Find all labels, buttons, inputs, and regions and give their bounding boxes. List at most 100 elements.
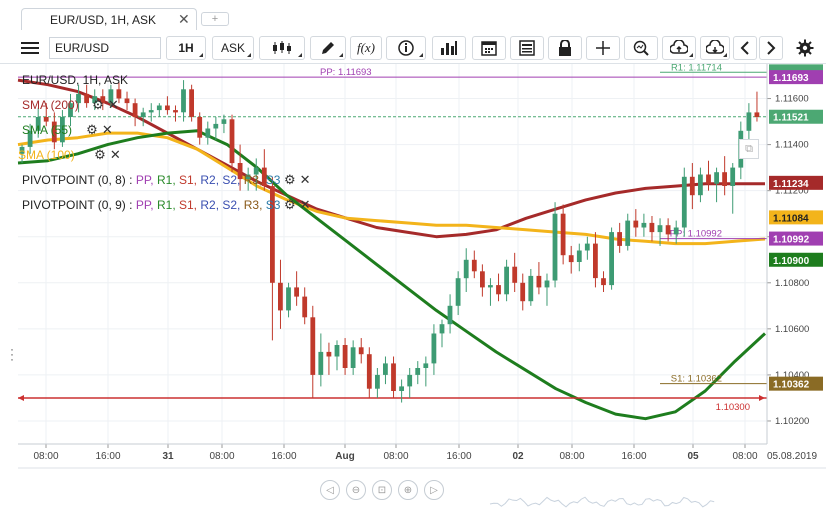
candle-body: [286, 287, 291, 311]
navigator-series: [489, 496, 715, 508]
pivot1-settings-gear-icon[interactable]: ⚙: [283, 172, 296, 187]
zoom-in-button[interactable]: ⊕: [398, 480, 418, 500]
pivot-legend-item: R3,: [243, 173, 266, 187]
s1-tag-text: 1.10362: [773, 380, 810, 391]
crosshair-button[interactable]: [586, 36, 620, 60]
last-price-tag-text: 1.11521: [773, 113, 809, 124]
sma100-settings-gear-icon[interactable]: ⚙: [94, 147, 106, 162]
candle-body: [681, 176, 687, 228]
sma55-settings-gear-icon[interactable]: ⚙: [86, 122, 98, 137]
drag-handle[interactable]: · · ·: [10, 342, 14, 366]
bar-chart-icon: [441, 41, 457, 55]
candle-body: [665, 225, 671, 235]
pan-left-button[interactable]: ◁: [320, 480, 340, 500]
pp-tag-text: 1.10992: [773, 235, 810, 246]
pp-label: PP: 1.10992: [670, 229, 722, 240]
chevron-right-icon: [767, 41, 776, 55]
sma200-label: SMA (200): [22, 98, 79, 112]
candle-body: [19, 146, 25, 154]
y-tick-label: 1.11400: [775, 140, 809, 151]
sma200-settings-gear-icon[interactable]: ⚙: [92, 97, 104, 112]
x-tick-label: 16:00: [95, 451, 120, 462]
sma100-line: [17, 131, 766, 246]
support-label: 1.10300: [716, 402, 750, 413]
fx-label: f(x): [356, 40, 376, 55]
candle-body: [43, 117, 49, 122]
chart-area[interactable]: PP: 1.11693 R1: 1.11714 PP: 1.10992 S1: 1.1…: [0, 64, 826, 513]
candle-body: [439, 324, 445, 334]
price-side-label: ASK: [220, 41, 245, 55]
candle-body: [27, 130, 33, 147]
scroll-right-button[interactable]: [759, 36, 783, 60]
sma200-tag: [769, 175, 823, 190]
x-tick-label: 08:00: [732, 451, 757, 462]
sma55-line: [17, 129, 767, 421]
candle-body: [165, 105, 170, 111]
lock-button[interactable]: [548, 36, 582, 60]
legend-main: EUR/USD, 1H, ASK: [22, 73, 129, 87]
pp-tag: [769, 231, 823, 246]
chart-type-button[interactable]: [259, 36, 305, 60]
candle-body: [576, 250, 582, 262]
sma100-tag-text: 1.11084: [773, 213, 809, 224]
calendar-button[interactable]: [472, 36, 506, 60]
price-chart[interactable]: PP: 1.11693 R1: 1.11714 PP: 1.10992 S1: 1.1…: [0, 64, 826, 513]
x-tick-label: 05.08.2019: [767, 451, 817, 462]
scroll-left-button[interactable]: [733, 36, 757, 60]
x-tick-label: 16:00: [621, 451, 646, 462]
candle-body: [270, 186, 275, 283]
candle-body: [173, 110, 178, 113]
candle-body: [108, 89, 114, 104]
legend-sma200: SMA (200) ⚙ ✕: [22, 97, 119, 113]
pivot1-items: PP, R1, S1, R2, S2, R3, S3: [136, 173, 284, 187]
candle-body: [148, 110, 154, 113]
candle-body: [633, 220, 639, 228]
x-tick-label: 31: [162, 451, 174, 462]
copy-icon[interactable]: ⧉: [739, 139, 759, 159]
x-tick-label: Aug: [335, 451, 354, 462]
download-button[interactable]: [700, 36, 730, 60]
tab-bar: EUR/USD, 1H, ASK ✕ +: [0, 0, 826, 32]
settings-button[interactable]: [792, 36, 818, 60]
pivot2-remove-close-icon[interactable]: ✕: [299, 197, 311, 212]
magnifier-icon: [633, 40, 649, 56]
data-table-button[interactable]: [510, 36, 544, 60]
info-button[interactable]: [386, 36, 426, 60]
symbol-input[interactable]: [49, 37, 161, 59]
pan-right-button[interactable]: ▷: [424, 480, 444, 500]
candle-body: [100, 96, 106, 104]
draw-tool-button[interactable]: [310, 36, 346, 60]
reset-zoom-button[interactable]: ⊡: [372, 480, 392, 500]
menu-icon[interactable]: [16, 36, 44, 60]
candle-body: [488, 285, 493, 288]
zoom-out-button[interactable]: ⊖: [346, 480, 366, 500]
cloud-upload-icon: [670, 40, 688, 54]
candle-body: [391, 363, 396, 391]
candle-body: [706, 174, 711, 184]
sma100-remove-close-icon[interactable]: ✕: [109, 147, 121, 162]
volume-button[interactable]: [432, 36, 466, 60]
candle-body: [116, 89, 122, 99]
chart-tab[interactable]: EUR/USD, 1H, ASK ✕: [21, 8, 197, 30]
upload-button[interactable]: [662, 36, 696, 60]
interval-label: 1H: [178, 41, 194, 55]
indicators-button[interactable]: f(x): [350, 36, 382, 60]
interval-select[interactable]: 1H: [166, 36, 206, 60]
pivot1-remove-close-icon[interactable]: ✕: [299, 172, 311, 187]
candle-body: [584, 243, 590, 251]
candle-body: [455, 278, 461, 306]
candle-body: [318, 351, 324, 375]
add-tab-button[interactable]: +: [201, 12, 229, 26]
close-icon[interactable]: ✕: [178, 11, 190, 27]
sma55-remove-close-icon[interactable]: ✕: [101, 122, 113, 137]
zoom-button[interactable]: [624, 36, 658, 60]
support-arrow-left: [18, 394, 24, 401]
candle-body: [124, 98, 130, 104]
candle-body: [746, 112, 752, 131]
price-side-select[interactable]: ASK: [212, 36, 254, 60]
pivot-legend-item: R1,: [156, 198, 179, 212]
sma200-remove-close-icon[interactable]: ✕: [107, 97, 119, 112]
x-tick-label: 08:00: [209, 451, 234, 462]
pivot2-settings-gear-icon[interactable]: ⚙: [283, 197, 296, 212]
candle-body: [471, 259, 477, 272]
